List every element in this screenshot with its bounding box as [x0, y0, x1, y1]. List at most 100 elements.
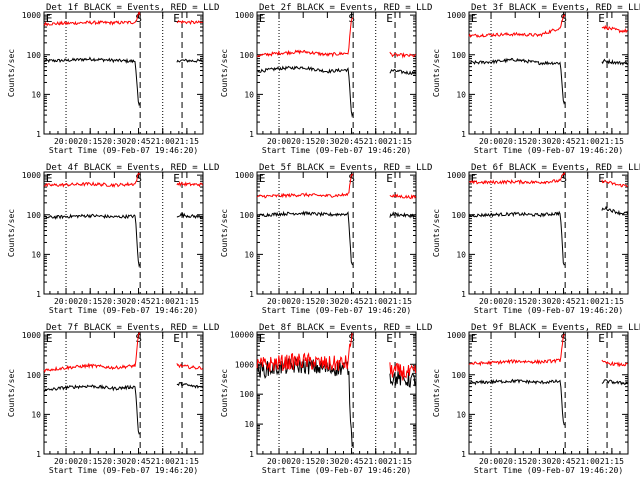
x-tick-label: 20:30: [527, 457, 551, 466]
y-tick-label: 10: [244, 420, 254, 429]
plot-panel-3: Det 3f BLACK = Events, RED = LLD 1 10 100 10…: [432, 3, 640, 155]
series-line-events-pre: [256, 65, 354, 118]
x-tick-label: 20:15: [503, 297, 527, 306]
x-tick-label: 20:30: [102, 137, 126, 146]
y-tick-label: 1: [249, 290, 254, 299]
x-tick-label: 20:45: [126, 457, 150, 466]
event-annotation-s: S: [135, 12, 142, 25]
y-tick-label: 1000: [447, 171, 466, 180]
y-tick-label: 100: [452, 211, 467, 220]
x-tick-label: 21:15: [388, 457, 412, 466]
series-line-lld-pre: [468, 172, 566, 186]
x-tick-label: 20:30: [315, 297, 339, 306]
series-line-lld-post: [389, 362, 417, 381]
y-axis-label: Counts/sec: [432, 209, 441, 257]
x-axis-label: Start Time (09-Feb-07 19:46:20): [262, 146, 411, 155]
x-axis-label: Start Time (09-Feb-07 19:46:20): [474, 466, 623, 475]
series-line-events-post: [176, 58, 203, 63]
event-annotation-e: E: [471, 12, 478, 25]
event-annotation-e: E: [386, 332, 393, 345]
plot-title: Det 8f BLACK = Events, RED = LLD: [259, 323, 432, 333]
series-line-events-pre: [468, 378, 565, 426]
x-tick-label: 20:30: [527, 137, 551, 146]
event-annotation-s: S: [560, 12, 567, 25]
y-tick-label: 10: [31, 410, 41, 419]
x-tick-label: 21:15: [175, 137, 199, 146]
series-line-lld-post: [601, 359, 628, 368]
event-annotation-e: E: [46, 172, 53, 185]
x-tick-label: 20:45: [126, 137, 150, 146]
y-tick-label: 1000: [22, 331, 41, 340]
x-tick-label: 20:45: [126, 297, 150, 306]
x-tick-label: 20:00: [479, 137, 503, 146]
plot-title: Det 5f BLACK = Events, RED = LLD: [259, 163, 432, 173]
event-annotation-e: E: [46, 332, 53, 345]
plot-title: Det 6f BLACK = Events, RED = LLD: [471, 163, 640, 173]
x-tick-label: 21:00: [151, 297, 175, 306]
y-tick-label: 1: [249, 450, 254, 459]
y-tick-label: 100: [240, 390, 255, 399]
series-line-lld-pre: [256, 17, 354, 58]
x-axis-label: Start Time (09-Feb-07 19:46:20): [474, 306, 623, 315]
series-line-lld-pre: [256, 332, 354, 372]
event-annotation-e: E: [471, 172, 478, 185]
x-tick-label: 20:15: [78, 297, 102, 306]
x-tick-label: 20:15: [78, 457, 102, 466]
x-axis-label: Start Time (09-Feb-07 19:46:20): [474, 146, 623, 155]
x-tick-label: 21:00: [576, 137, 600, 146]
x-axis-label: Start Time (09-Feb-07 19:46:20): [49, 146, 198, 155]
x-tick-label: 20:45: [551, 297, 575, 306]
x-tick-label: 21:15: [175, 297, 199, 306]
series-line-lld-post: [176, 19, 203, 26]
plot-panel-1: Det 1f BLACK = Events, RED = LLD 1 10 100 10…: [7, 3, 219, 155]
series-line-lld-pre: [43, 172, 141, 188]
event-annotation-e: E: [173, 172, 180, 185]
plot-panel-6: Det 6f BLACK = Events, RED = LLD 1 10 100 10…: [432, 163, 640, 315]
x-tick-label: 21:15: [600, 137, 624, 146]
x-tick-label: 21:15: [388, 137, 412, 146]
plot-panel-4: Det 4f BLACK = Events, RED = LLD 1 10 100 10…: [7, 163, 219, 315]
y-axis-label: Counts/sec: [220, 209, 229, 257]
series-line-events-post: [176, 212, 203, 220]
y-tick-label: 1: [461, 290, 466, 299]
x-tick-label: 21:15: [175, 457, 199, 466]
x-tick-label: 21:00: [151, 137, 175, 146]
y-tick-label: 100: [27, 211, 42, 220]
series-line-events-pre: [43, 213, 141, 268]
y-axis-label: Counts/sec: [7, 49, 16, 97]
y-axis-label: Counts/sec: [432, 369, 441, 417]
plot-frame: [256, 171, 417, 295]
x-tick-label: 20:45: [551, 137, 575, 146]
plot-title: Det 4f BLACK = Events, RED = LLD: [46, 163, 219, 173]
series-line-lld-post: [601, 24, 628, 34]
x-tick-label: 20:15: [291, 137, 315, 146]
event-annotation-s: S: [348, 12, 355, 25]
y-tick-label: 1000: [235, 171, 254, 180]
x-tick-label: 20:00: [54, 137, 78, 146]
series-line-lld-pre: [468, 334, 566, 367]
event-annotation-e: E: [386, 172, 393, 185]
y-tick-label: 1000: [447, 11, 466, 20]
x-tick-label: 20:00: [267, 297, 291, 306]
y-tick-label: 100: [452, 51, 467, 60]
series-line-lld-pre: [43, 11, 141, 27]
y-tick-label: 1: [36, 450, 41, 459]
plot-title: Det 2f BLACK = Events, RED = LLD: [259, 3, 432, 13]
x-tick-label: 20:30: [102, 457, 126, 466]
event-annotation-s: S: [135, 332, 142, 345]
x-tick-label: 20:00: [54, 297, 78, 306]
series-line-events-pre: [256, 210, 354, 266]
y-tick-label: 10: [456, 250, 466, 259]
event-annotation-e: E: [173, 332, 180, 345]
y-tick-label: 100: [452, 371, 467, 380]
x-tick-label: 20:00: [479, 457, 503, 466]
x-tick-label: 20:45: [339, 297, 363, 306]
series-line-events-post: [601, 205, 629, 216]
series-line-events-post: [176, 381, 204, 389]
y-tick-label: 1000: [235, 360, 254, 369]
series-line-events-post: [601, 58, 628, 66]
x-tick-label: 20:45: [339, 457, 363, 466]
y-tick-label: 1000: [235, 11, 254, 20]
y-tick-label: 10: [31, 250, 41, 259]
